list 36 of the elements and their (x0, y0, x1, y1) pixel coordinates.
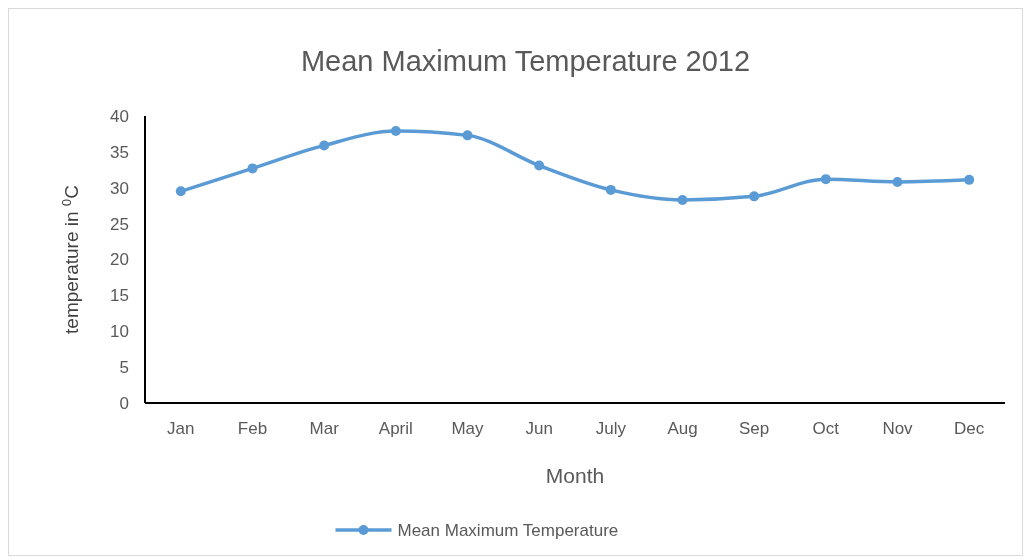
x-tick-label: May (451, 419, 485, 438)
point (964, 174, 975, 185)
x-tick-label: Feb (237, 419, 268, 438)
y-tick-label: 35 (110, 142, 129, 162)
y-tick-label: 20 (110, 250, 129, 270)
y-tick-label: 5 (119, 358, 129, 378)
chart-title: Mean Maximum Temperature 2012 (300, 45, 751, 77)
y-tick-label: 0 (119, 393, 129, 413)
point (247, 163, 258, 174)
point (605, 184, 616, 195)
x-axis-title: Month (545, 464, 605, 487)
x-tick-label: Aug (667, 419, 698, 438)
x-tick-label: Oct (812, 419, 840, 438)
x-tick-label: Dec (954, 419, 985, 438)
point (175, 186, 186, 197)
x-tick-label: Mar (309, 419, 340, 438)
point (749, 191, 760, 202)
y-tick-label: 40 (110, 106, 129, 126)
y-tick-label: 25 (110, 214, 129, 234)
x-tick-label: July (595, 419, 627, 438)
x-tick-label: Nov (882, 419, 914, 438)
x-tick-label: Sep (739, 419, 770, 438)
point (319, 140, 330, 151)
point (534, 160, 545, 171)
point (390, 126, 401, 137)
point (892, 177, 903, 188)
point (820, 174, 831, 185)
point (462, 130, 473, 141)
x-tick-label: Jun (525, 419, 553, 438)
y-tick-label: 10 (110, 322, 129, 342)
x-tick-label: April (378, 419, 413, 438)
legend-label: Mean Maximum Temperature (397, 520, 619, 540)
y-tick-label: 15 (110, 286, 129, 306)
x-tick-label: Jan (167, 419, 195, 438)
point (677, 194, 688, 205)
y-tick-label: 30 (110, 178, 129, 198)
